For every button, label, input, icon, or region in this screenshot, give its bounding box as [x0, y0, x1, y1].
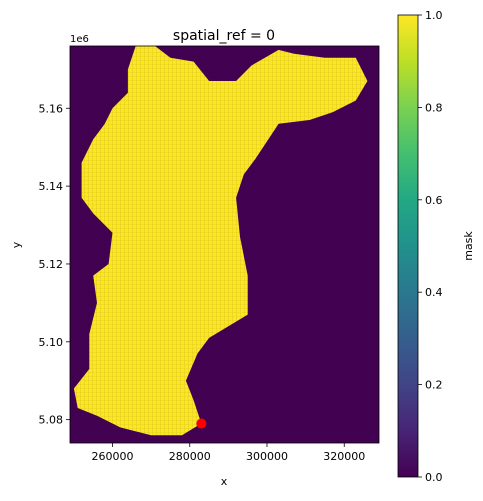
colorbar-tick-label: 0.6 — [425, 194, 443, 207]
y-tick-label: 5.08 — [39, 414, 64, 427]
x-tick-label: 260000 — [91, 450, 133, 463]
cell-grid-overlay — [70, 46, 379, 443]
colorbar-tick-label: 0.2 — [425, 379, 443, 392]
x-tick-label: 280000 — [169, 450, 211, 463]
colorbar-tick-label: 0.4 — [425, 286, 443, 299]
y-offset-label: 1e6 — [70, 34, 89, 45]
x-tick-label: 300000 — [246, 450, 288, 463]
colorbar-tick-label: 1.0 — [425, 9, 443, 22]
y-tick-label: 5.10 — [39, 336, 64, 349]
y-tick-label: 5.12 — [39, 258, 64, 271]
plot-area — [70, 46, 379, 443]
x-axis: 260000 280000 300000 320000 — [91, 443, 365, 463]
y-tick-label: 5.14 — [39, 180, 64, 193]
y-axis-label: y — [10, 241, 23, 248]
y-axis: 5.08 5.10 5.12 5.14 5.16 — [39, 102, 70, 427]
colorbar-axis: 0.0 0.2 0.4 0.6 0.8 1.0 — [418, 9, 443, 484]
plot-frame — [69, 45, 380, 444]
colorbar-tick-label: 0.0 — [425, 471, 443, 484]
x-tick-label: 320000 — [323, 450, 365, 463]
colorbar-tick-label: 0.8 — [425, 101, 443, 114]
y-tick-label: 5.16 — [39, 102, 64, 115]
x-axis-label: x — [221, 475, 228, 488]
colorbar-label: mask — [462, 231, 475, 261]
point-marker — [196, 418, 207, 429]
chart-title: spatial_ref = 0 — [173, 28, 275, 44]
colorbar — [397, 14, 419, 478]
